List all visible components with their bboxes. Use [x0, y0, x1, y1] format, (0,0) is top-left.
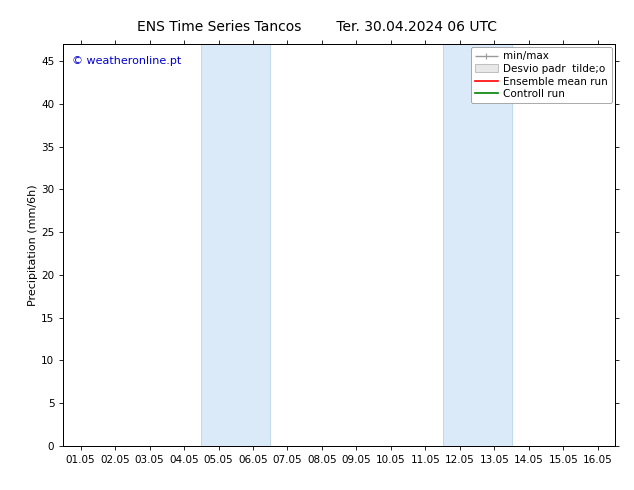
Bar: [202, 44, 270, 446]
Y-axis label: Precipitation (mm/6h): Precipitation (mm/6h): [29, 184, 38, 306]
Text: ENS Time Series Tancos        Ter. 30.04.2024 06 UTC: ENS Time Series Tancos Ter. 30.04.2024 0…: [137, 20, 497, 34]
Legend: min/max, Desvio padr  tilde;o, Ensemble mean run, Controll run: min/max, Desvio padr tilde;o, Ensemble m…: [470, 47, 612, 103]
Text: © weatheronline.pt: © weatheronline.pt: [72, 56, 181, 66]
Bar: [443, 44, 512, 446]
